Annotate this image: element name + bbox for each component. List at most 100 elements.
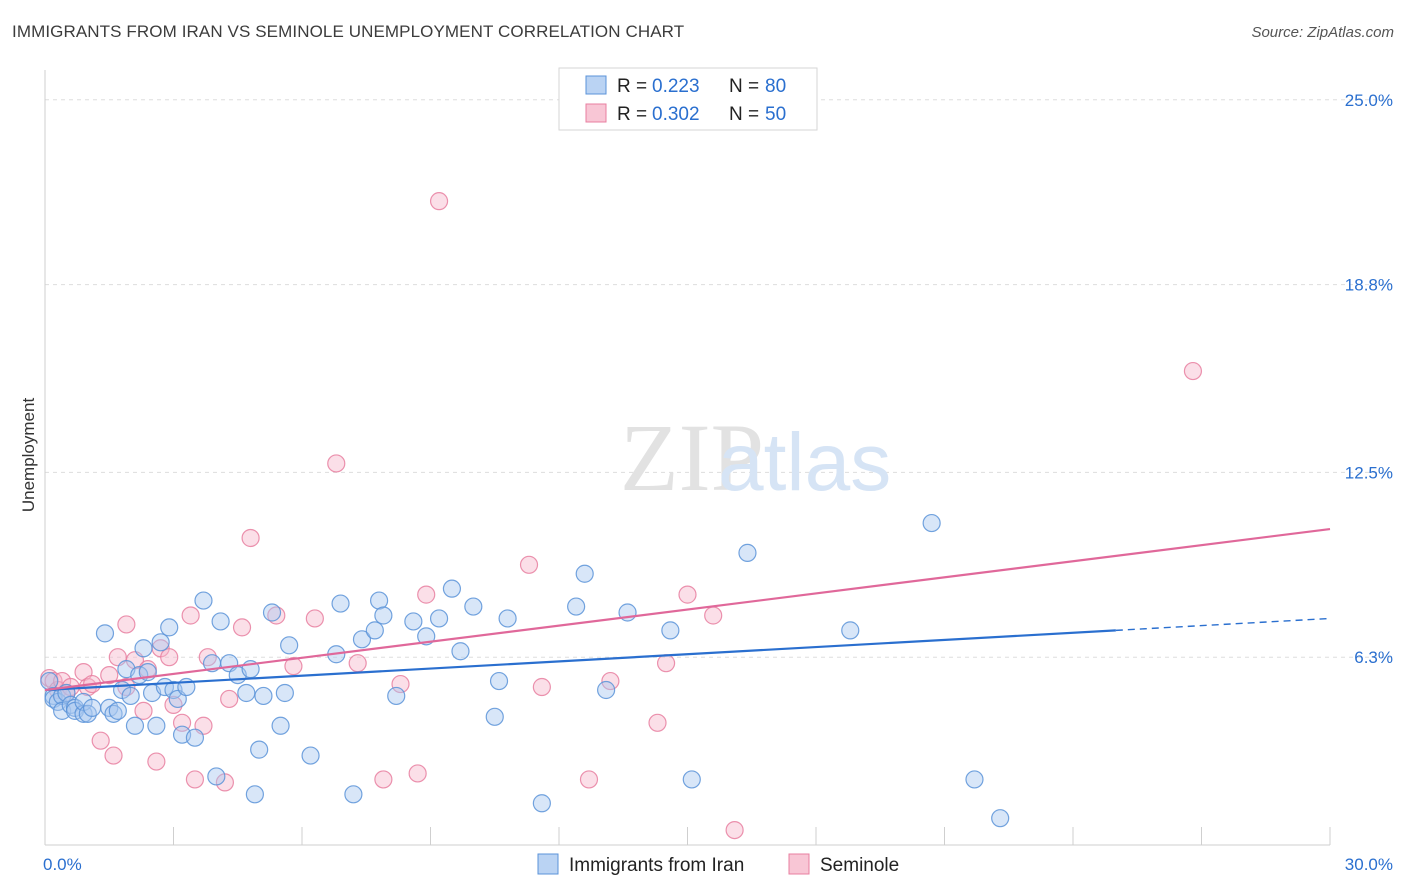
- data-point: [305, 609, 324, 628]
- stats-n-label-pink: N =: [729, 104, 759, 125]
- trend-lines: [44, 527, 1331, 692]
- data-point: [181, 606, 200, 625]
- data-point: [121, 686, 140, 706]
- data-point: [275, 683, 294, 703]
- legend-label-immigrants-from-iran: Immigrants from Iran: [569, 855, 744, 876]
- data-point: [271, 716, 290, 735]
- data-point: [185, 728, 205, 747]
- stats-box: R = 0.223 N = 80 R = 0.302 N = 50: [558, 67, 818, 131]
- stats-r-value-blue: 0.223: [652, 76, 700, 97]
- data-point: [374, 770, 393, 789]
- data-point: [83, 698, 102, 717]
- x-tick-label-min: 0.0%: [43, 855, 82, 874]
- data-point: [40, 671, 59, 691]
- trend-line-blue: [44, 629, 1116, 692]
- data-point: [370, 591, 389, 610]
- stats-r-label-blue: R =: [617, 76, 647, 97]
- data-point: [464, 597, 483, 616]
- data-point: [451, 642, 470, 661]
- data-point: [429, 192, 449, 211]
- legend: Immigrants from Iran Seminole: [537, 853, 899, 876]
- watermark: ZIP atlas: [620, 404, 891, 511]
- data-point: [301, 746, 320, 765]
- data-point: [704, 606, 723, 625]
- data-point: [408, 764, 427, 783]
- stats-r-label-pink: R =: [617, 104, 647, 125]
- data-point: [601, 671, 620, 691]
- data-point: [284, 657, 303, 676]
- data-point: [194, 591, 213, 610]
- data-point: [738, 543, 757, 562]
- series-immigrants-from-iran-points: [40, 513, 1010, 828]
- data-point: [404, 612, 423, 631]
- data-point: [134, 701, 153, 720]
- trend-line-pink: [44, 527, 1331, 692]
- data-point: [237, 683, 256, 703]
- data-point: [125, 716, 145, 735]
- data-point: [147, 752, 166, 771]
- data-point: [344, 785, 363, 804]
- data-point: [220, 689, 239, 709]
- data-point: [532, 794, 551, 813]
- data-point: [262, 603, 282, 622]
- data-point: [922, 513, 941, 533]
- watermark-zip: ZIP: [620, 404, 764, 511]
- data-point: [117, 615, 136, 634]
- x-tick-label-max: 30.0%: [1345, 855, 1393, 874]
- data-point: [391, 674, 410, 694]
- chart-source: Source: ZipAtlas.com: [1251, 24, 1394, 41]
- data-point: [95, 624, 115, 643]
- data-point: [374, 606, 393, 625]
- data-point: [91, 731, 110, 750]
- data-point: [108, 701, 127, 720]
- data-point: [485, 707, 504, 726]
- y-tick-label: 6.3%: [1354, 648, 1393, 667]
- y-axis-label: Unemployment: [19, 398, 38, 513]
- data-point: [597, 680, 616, 700]
- data-point: [160, 618, 179, 637]
- data-point: [254, 686, 273, 706]
- data-point: [207, 767, 226, 786]
- data-point: [100, 665, 119, 685]
- data-point: [245, 785, 264, 804]
- data-point: [417, 585, 436, 604]
- trend-line-blue-projection: [1115, 617, 1331, 632]
- stats-swatch-blue: [585, 75, 607, 95]
- chart-title: IMMIGRANTS FROM IRAN VS SEMINOLE UNEMPLO…: [12, 22, 685, 41]
- data-point: [352, 630, 372, 649]
- data-point: [498, 609, 517, 628]
- data-point: [575, 564, 594, 583]
- watermark-atlas: atlas: [718, 417, 891, 508]
- data-point: [134, 639, 153, 658]
- x-tick-labels: 0.0% 30.0%: [43, 855, 1393, 874]
- data-point: [151, 633, 170, 652]
- axes: [44, 70, 1331, 846]
- data-point: [327, 454, 346, 473]
- data-point: [185, 770, 205, 789]
- stats-n-value-blue: 80: [765, 76, 786, 97]
- series-seminole-points: [40, 192, 1203, 840]
- data-point: [656, 654, 676, 673]
- data-point: [417, 627, 436, 646]
- data-point: [532, 677, 551, 697]
- legend-label-seminole: Seminole: [820, 855, 899, 876]
- data-point: [678, 585, 697, 604]
- y-tick-label: 18.8%: [1345, 276, 1393, 295]
- data-point: [348, 654, 367, 673]
- data-point: [519, 555, 539, 574]
- data-point: [387, 686, 406, 706]
- y-tick-labels: 6.3% 12.5% 18.8% 25.0%: [1345, 91, 1393, 667]
- data-point: [579, 770, 599, 789]
- data-point: [1183, 361, 1203, 381]
- data-point: [241, 528, 260, 548]
- data-point: [489, 671, 509, 691]
- stats-n-label-blue: N =: [729, 76, 759, 97]
- data-point: [567, 597, 586, 616]
- data-point: [331, 594, 350, 613]
- stats-n-value-pink: 50: [765, 104, 786, 125]
- data-point: [211, 612, 230, 631]
- data-point: [160, 648, 179, 667]
- data-point: [682, 770, 701, 789]
- legend-swatch-immigrants-from-iran: [537, 853, 559, 875]
